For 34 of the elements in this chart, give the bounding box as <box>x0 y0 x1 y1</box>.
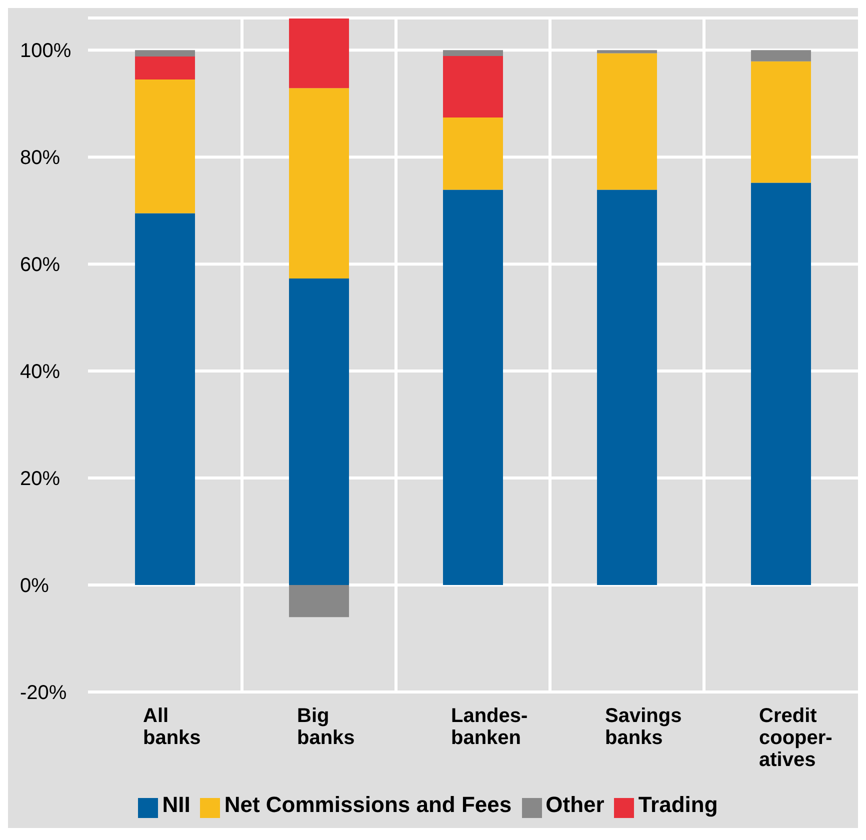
x-tick-label: Big banks <box>297 705 355 749</box>
bar <box>751 50 811 62</box>
legend-label: NII <box>162 792 190 817</box>
y-tick-label: 20% <box>20 468 60 490</box>
bar <box>135 80 195 214</box>
bar <box>751 61 811 183</box>
y-tick-label: 40% <box>20 361 60 384</box>
bar <box>443 190 503 586</box>
bar <box>289 278 349 586</box>
bar <box>289 88 349 279</box>
bar <box>443 50 503 56</box>
bar <box>289 18 349 88</box>
x-tick-label: Credit cooper- atives <box>759 705 832 771</box>
y-tick-label: 100% <box>20 40 72 62</box>
bar <box>597 50 657 54</box>
legend-label: Net Commissions and Fees <box>224 792 512 817</box>
legend-label: Other <box>546 792 604 817</box>
bar <box>751 182 811 586</box>
bar <box>597 190 657 586</box>
bar <box>597 53 657 190</box>
x-tick-label: Landes- banken <box>451 705 528 749</box>
bar <box>443 117 503 190</box>
bar <box>289 585 349 618</box>
y-tick-label: 80% <box>20 147 60 170</box>
y-tick-label: -20% <box>20 682 67 704</box>
bar <box>135 56 195 80</box>
x-tick-label: All banks <box>143 705 201 749</box>
x-tick-label: Savings banks <box>605 705 682 749</box>
bar <box>135 50 195 57</box>
legend-label: Trading <box>638 792 718 817</box>
bar <box>443 56 503 118</box>
y-tick-label: 60% <box>20 254 60 276</box>
bar <box>135 213 195 586</box>
y-tick-label: 0% <box>20 575 50 598</box>
